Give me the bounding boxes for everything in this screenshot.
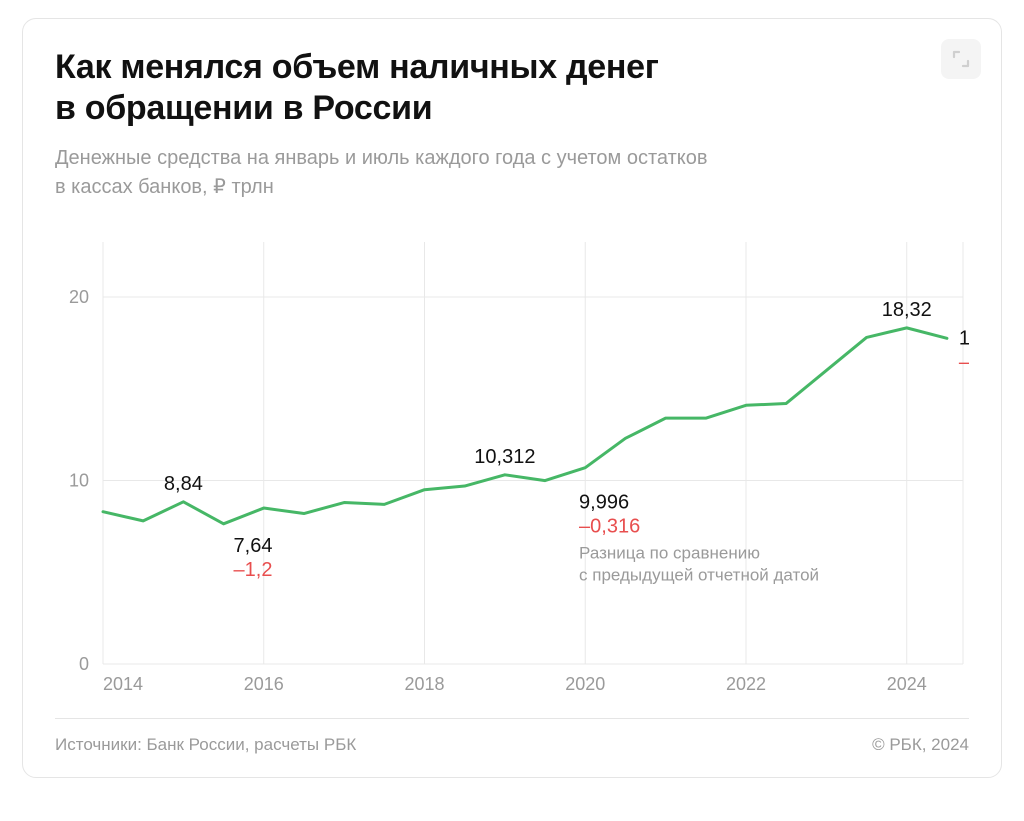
chart-sources: Источники: Банк России, расчеты РБК — [55, 735, 356, 755]
value-callout: 9,996 — [579, 492, 629, 514]
chart-title: Как менялся объем наличных денег в обращ… — [55, 47, 969, 130]
value-callout: 18,32 — [882, 299, 932, 321]
chart-title-line1: Как менялся объем наличных денег — [55, 48, 659, 86]
chart-plot: 0 10 20 2014 2016 2018 2020 2022 2024 8,84 7,64–1,… — [55, 232, 969, 702]
value-callout: 10,312 — [474, 446, 535, 468]
chart-copyright: © РБК, 2024 — [872, 735, 969, 755]
chart-subtitle-line1: Денежные средства на январь и июль каждо… — [55, 147, 707, 169]
y-axis-label: 0 — [79, 654, 89, 674]
value-callout: 7,64 — [234, 535, 273, 557]
value-callout: 17,75 — [959, 327, 969, 349]
y-axis-label: 20 — [69, 287, 89, 307]
line-chart-svg: 0 10 20 2014 2016 2018 2020 2022 2024 8,84 7,64–1,… — [55, 232, 969, 702]
delta-callout: –0,316 — [579, 516, 640, 538]
delta-callout: –0,57 — [959, 351, 969, 373]
chart-footer: Источники: Банк России, расчеты РБК © РБ… — [55, 718, 969, 755]
delta-callout: –1,2 — [234, 559, 273, 581]
note-callout: с предыдущей отчетной датой — [579, 566, 819, 585]
chart-subtitle: Денежные средства на январь и июль каждо… — [55, 144, 969, 202]
chart-subtitle-line2: в кассах банков, ₽ трлн — [55, 176, 274, 198]
x-axis-label: 2022 — [726, 674, 766, 694]
x-axis-label: 2018 — [404, 674, 444, 694]
x-axis-label: 2024 — [887, 674, 927, 694]
x-axis-label: 2016 — [244, 674, 284, 694]
x-axis-label: 2014 — [103, 674, 143, 694]
y-axis-label: 10 — [69, 470, 89, 490]
expand-button[interactable] — [941, 39, 981, 79]
value-callout: 8,84 — [164, 473, 203, 495]
chart-title-line2: в обращении в России — [55, 89, 432, 127]
chart-card: Как менялся объем наличных денег в обращ… — [22, 18, 1002, 778]
expand-icon — [951, 49, 971, 69]
note-callout: Разница по сравнению — [579, 544, 760, 563]
series-line — [103, 328, 947, 524]
x-axis-label: 2020 — [565, 674, 605, 694]
